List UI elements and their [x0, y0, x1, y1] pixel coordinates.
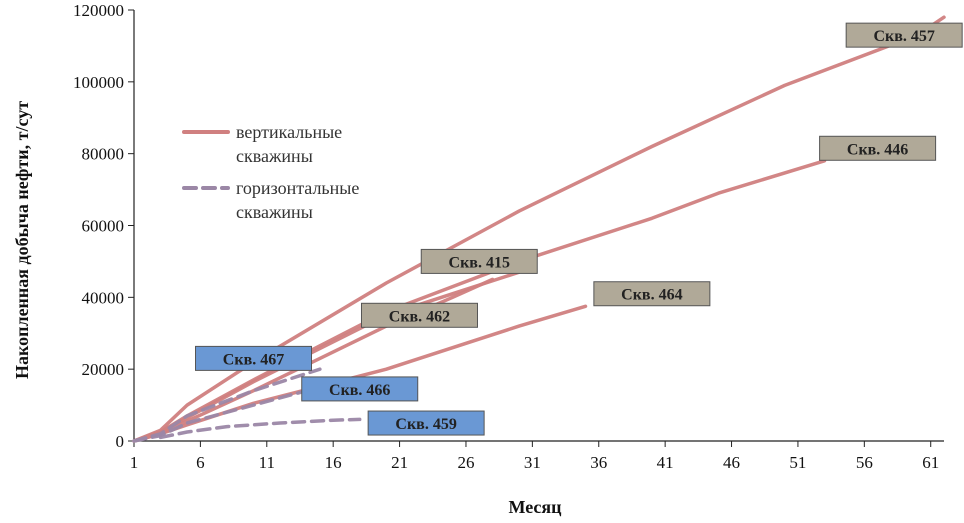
y-tick-label: 0	[116, 432, 125, 451]
series-labels: Скв. 457 Скв. 446 Скв. 415 Скв. 462 Скв. 464…	[195, 22, 963, 436]
series-line	[132, 15, 946, 443]
series-label-text: Скв. 466	[329, 382, 390, 399]
series-label-box	[845, 22, 963, 48]
x-tick-label: 61	[922, 453, 939, 472]
y-axis-title: Накопленная добыча нефти, т/сут	[12, 101, 32, 379]
x-tick-label: 41	[657, 453, 674, 472]
series-label-box	[819, 135, 937, 161]
series-label: Скв. 462	[360, 302, 478, 328]
x-tick-label: 36	[590, 453, 607, 472]
x-axis-title: Месяц	[508, 497, 562, 517]
legend-label: вертикальные	[236, 122, 342, 142]
series-label: Скв. 466	[301, 376, 419, 402]
y-tick-label: 80000	[82, 145, 125, 164]
x-tick-label: 56	[856, 453, 873, 472]
series-label-text: Скв. 467	[223, 351, 284, 368]
x-tick-label: 46	[723, 453, 740, 472]
y-tick-label: 100000	[73, 73, 124, 92]
series-label-box	[367, 410, 485, 436]
x-tick-label: 16	[325, 453, 342, 472]
series-label-box	[420, 248, 538, 274]
legend: вертикальные скважины горизонтальные скважи…	[182, 122, 359, 222]
series-label-text: Скв. 462	[389, 308, 450, 325]
x-tick-label: 21	[391, 453, 408, 472]
y-tick-label: 20000	[82, 360, 125, 379]
series-lines	[132, 15, 946, 443]
series-label-box	[301, 376, 419, 402]
y-tick-label: 40000	[82, 288, 125, 307]
series-label: Скв. 457	[845, 22, 963, 48]
series-label: Скв. 464	[593, 281, 711, 307]
legend-label: скважины	[236, 146, 313, 166]
legend-label: горизонтальные	[236, 178, 359, 198]
series-line	[132, 385, 322, 443]
x-tick-label: 31	[524, 453, 541, 472]
series-line	[158, 417, 362, 440]
series-label-box	[195, 345, 313, 371]
series-label-box	[360, 302, 478, 328]
legend-label: скважины	[236, 202, 313, 222]
x-tick-label: 6	[196, 453, 205, 472]
series-label-text: Скв. 415	[449, 254, 510, 271]
series-label-box	[593, 281, 711, 307]
y-tick-label: 60000	[82, 217, 125, 236]
series-label-text: Скв. 459	[395, 416, 456, 433]
x-tick-label: 11	[259, 453, 275, 472]
series-label-text: Скв. 457	[873, 28, 934, 45]
series-label: Скв. 415	[420, 248, 538, 274]
x-tick-label: 51	[789, 453, 806, 472]
y-tick-label: 120000	[73, 1, 124, 20]
series-label: Скв. 459	[367, 410, 485, 436]
series-label: Скв. 467	[195, 345, 313, 371]
series-label: Скв. 446	[819, 135, 937, 161]
series-label-text: Скв. 464	[621, 287, 682, 304]
x-tick-label: 26	[457, 453, 474, 472]
x-tick-label: 1	[130, 453, 139, 472]
series-label-text: Скв. 446	[847, 141, 908, 158]
